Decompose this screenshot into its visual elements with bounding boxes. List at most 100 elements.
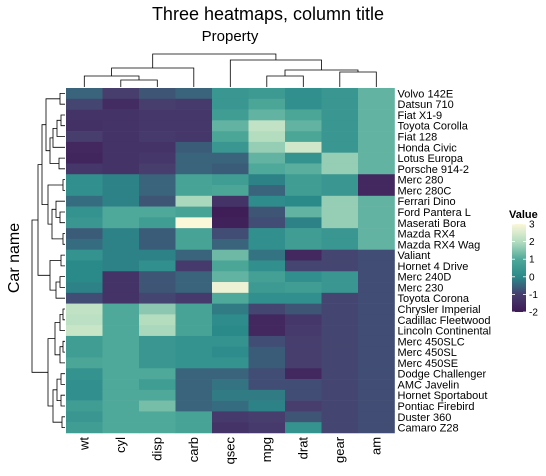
column-label: wt bbox=[76, 437, 91, 451]
heatmap-cell bbox=[139, 174, 176, 186]
row-dendrogram-branch bbox=[61, 416, 65, 428]
heatmap-cell bbox=[139, 357, 176, 369]
row-label: Duster 360 bbox=[398, 412, 452, 424]
heatmap-cell bbox=[66, 282, 103, 294]
column-label: am bbox=[368, 437, 383, 455]
heatmap-cell bbox=[321, 314, 359, 326]
heatmap-cell bbox=[212, 422, 249, 434]
column-dendrogram-branch bbox=[229, 59, 322, 87]
heatmap-cell bbox=[102, 335, 140, 348]
heatmap-cell bbox=[175, 314, 213, 326]
heatmap-cell bbox=[139, 141, 176, 153]
row-label: Honda Civic bbox=[398, 142, 458, 154]
column-title: Property bbox=[201, 28, 259, 45]
row-dendrogram-branch bbox=[49, 260, 61, 291]
column-label: qsec bbox=[222, 436, 237, 464]
heatmap-cell bbox=[321, 141, 359, 153]
heatmap-cell bbox=[212, 249, 249, 261]
heatmap-cell bbox=[358, 88, 395, 100]
heatmap-cell bbox=[102, 411, 140, 423]
column-dendrogram-branch bbox=[120, 79, 158, 87]
column-dendrogram-branch bbox=[266, 75, 304, 87]
heatmap-cell bbox=[66, 249, 103, 261]
heatmap-cell bbox=[285, 98, 322, 110]
heatmap-cell bbox=[248, 249, 286, 261]
row-dendrogram-branch bbox=[59, 346, 65, 364]
heatmap-cell bbox=[139, 271, 176, 283]
column-dendrogram bbox=[83, 53, 377, 87]
heatmap-cell bbox=[175, 379, 213, 391]
row-dendrogram-branch bbox=[54, 322, 60, 356]
heatmap-cell bbox=[66, 346, 103, 358]
heatmap-cell bbox=[139, 249, 176, 261]
color-legend: Value 3 2 1 0 -1 -2 bbox=[509, 209, 538, 319]
heatmap-cell bbox=[66, 260, 103, 272]
heatmap-cell bbox=[285, 238, 322, 250]
heatmap-cell bbox=[285, 303, 322, 315]
heatmap-cell bbox=[285, 174, 322, 186]
heatmap-cell bbox=[66, 217, 103, 229]
heatmap-cell bbox=[248, 411, 286, 423]
heatmap-cell bbox=[248, 163, 286, 175]
heatmap-cell bbox=[358, 357, 395, 369]
heatmap-cell bbox=[102, 400, 140, 412]
heatmap-cell bbox=[285, 141, 322, 153]
row-label: Toyota Corolla bbox=[398, 121, 469, 133]
heatmap-cell bbox=[358, 303, 395, 315]
heatmap-cell bbox=[139, 131, 176, 143]
heatmap-cell bbox=[212, 292, 249, 304]
heatmap-cell bbox=[358, 335, 395, 348]
heatmap-cell bbox=[102, 325, 140, 337]
row-label: Lincoln Continental bbox=[398, 326, 492, 338]
heatmap-cell bbox=[212, 174, 249, 186]
heatmap-cell bbox=[102, 314, 140, 326]
heatmap-cell bbox=[212, 141, 249, 153]
heatmap-cell bbox=[248, 292, 286, 304]
heatmap-cell bbox=[102, 141, 140, 153]
heatmap-cell bbox=[248, 131, 286, 143]
heatmap-cell bbox=[66, 152, 103, 164]
heatmap-cell bbox=[139, 303, 176, 315]
heatmap-cell bbox=[212, 152, 249, 164]
heatmap-cell bbox=[66, 228, 103, 240]
row-label: Volvo 142E bbox=[398, 88, 454, 100]
heatmap-cell bbox=[212, 357, 249, 369]
heatmap-cell bbox=[285, 357, 322, 369]
heatmap-cell bbox=[212, 120, 249, 132]
heatmap-cell bbox=[285, 185, 322, 197]
heatmap-cell bbox=[66, 379, 103, 391]
heatmap-cell bbox=[248, 238, 286, 250]
heatmap-cell bbox=[66, 206, 103, 218]
heatmap-cell bbox=[358, 228, 395, 240]
heatmap-cell bbox=[175, 335, 213, 348]
heatmap-cell bbox=[212, 217, 249, 229]
heatmap-cell bbox=[285, 109, 322, 121]
row-label: Hornet 4 Drive bbox=[398, 261, 469, 273]
heatmap-cell bbox=[102, 98, 140, 110]
heatmap-cell bbox=[175, 303, 213, 315]
row-label: Merc 450SLC bbox=[398, 336, 465, 348]
heatmap-cell bbox=[175, 422, 213, 434]
heatmap-cell bbox=[102, 217, 140, 229]
row-label: Merc 450SE bbox=[398, 358, 459, 370]
heatmap-cell bbox=[175, 400, 213, 412]
heatmap-cell bbox=[139, 379, 176, 391]
heatmap-cell bbox=[66, 357, 103, 369]
heatmap-cell bbox=[66, 400, 103, 412]
row-label: Merc 230 bbox=[398, 282, 444, 294]
heatmap-cell bbox=[175, 98, 213, 110]
heatmap-cell bbox=[321, 98, 359, 110]
row-dendrogram-branch bbox=[47, 338, 55, 407]
column-label: cyl bbox=[113, 437, 128, 453]
row-dendrogram-branch bbox=[52, 128, 65, 148]
row-label: Merc 280 bbox=[398, 175, 444, 187]
heatmap-cell bbox=[175, 174, 213, 186]
heatmap-cell bbox=[212, 131, 249, 143]
row-label: Toyota Corona bbox=[398, 293, 470, 305]
heatmap-cell bbox=[139, 152, 176, 164]
heatmap-cell bbox=[212, 163, 249, 175]
row-label: Camaro Z28 bbox=[398, 423, 459, 435]
heatmap-cell bbox=[175, 163, 213, 175]
heatmap-cell bbox=[358, 163, 395, 175]
